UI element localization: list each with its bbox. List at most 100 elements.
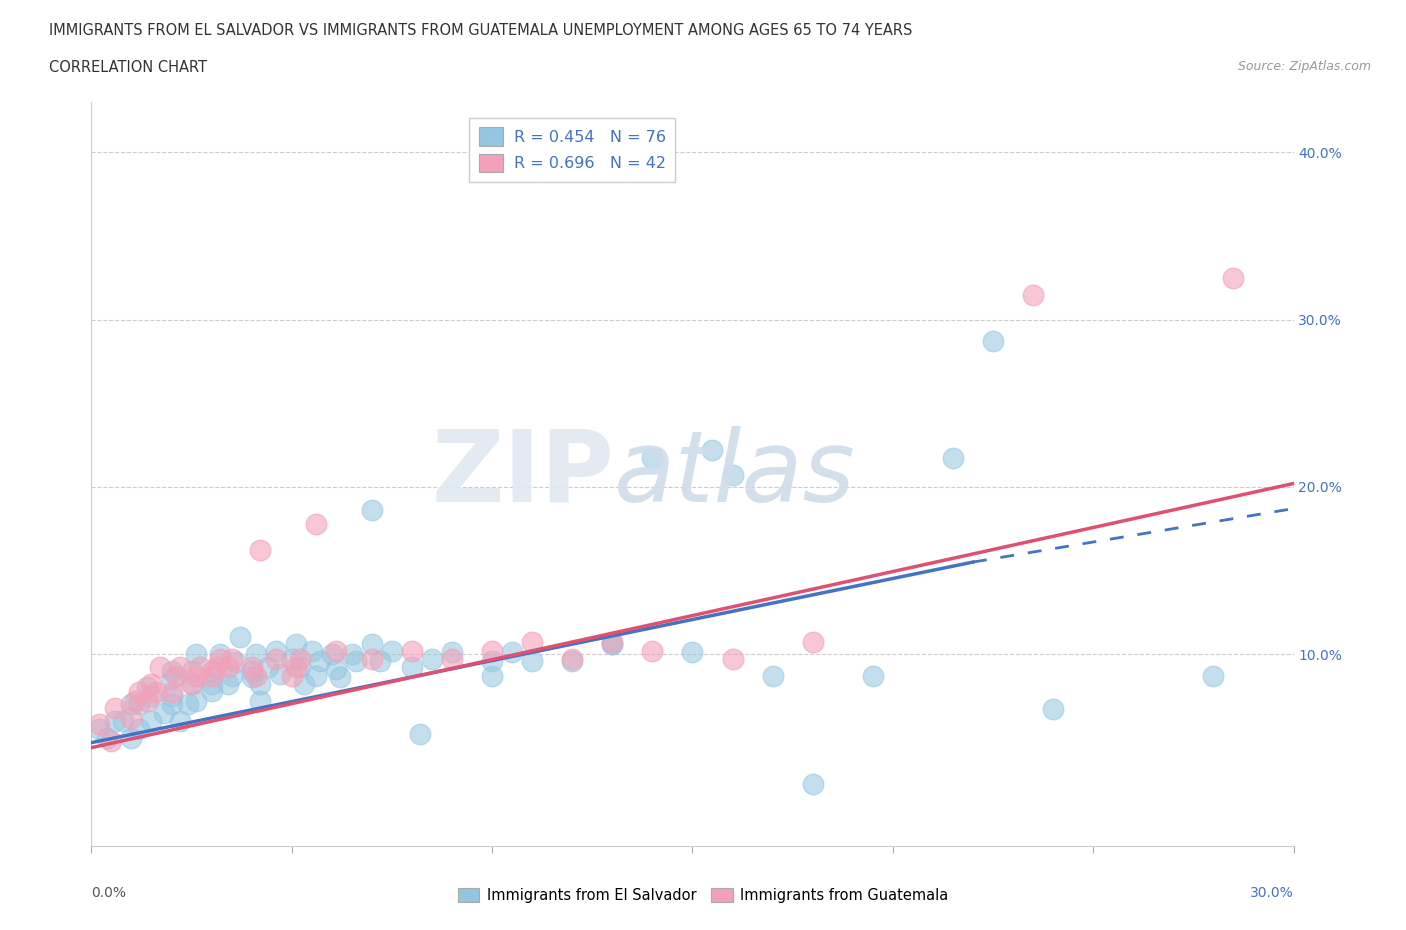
Point	[1222, 271, 1244, 286]
Point	[124, 694, 146, 709]
Point	[201, 677, 224, 692]
Point	[249, 694, 271, 709]
Point	[325, 661, 347, 676]
Point	[152, 705, 174, 720]
Text: IMMIGRANTS FROM EL SALVADOR VS IMMIGRANTS FROM GUATEMALA UNEMPLOYMENT AMONG AGES: IMMIGRANTS FROM EL SALVADOR VS IMMIGRANT…	[49, 23, 912, 38]
Point	[100, 734, 122, 749]
Point	[561, 652, 583, 667]
Point	[184, 646, 207, 661]
Point	[284, 660, 307, 675]
Point	[281, 669, 304, 684]
Point	[281, 652, 304, 667]
Point	[420, 652, 443, 667]
Point	[329, 670, 352, 684]
Point	[141, 713, 163, 728]
Point	[184, 694, 207, 709]
Text: 30.0%: 30.0%	[1250, 886, 1294, 900]
Point	[184, 669, 207, 684]
Point	[128, 697, 150, 711]
Point	[602, 636, 624, 651]
Point	[249, 677, 271, 692]
Point	[225, 655, 247, 670]
Point	[360, 636, 382, 651]
Point	[240, 663, 263, 678]
Point	[160, 685, 183, 700]
Point	[721, 652, 744, 667]
Point	[136, 680, 159, 695]
Point	[188, 660, 211, 675]
Point	[201, 663, 224, 678]
Legend: Immigrants from El Salvador, Immigrants from Guatemala: Immigrants from El Salvador, Immigrants …	[451, 882, 955, 909]
Point	[305, 516, 328, 531]
Point	[522, 635, 544, 650]
Point	[160, 671, 183, 686]
Point	[240, 670, 263, 684]
Point	[104, 700, 127, 715]
Point	[561, 653, 583, 668]
Point	[440, 652, 463, 667]
Point	[128, 722, 150, 737]
Point	[148, 660, 170, 675]
Point	[401, 660, 423, 675]
Point	[409, 727, 432, 742]
Point	[942, 451, 965, 466]
Text: ZIP: ZIP	[432, 426, 614, 523]
Legend: R = 0.454   N = 76, R = 0.696   N = 42: R = 0.454 N = 76, R = 0.696 N = 42	[470, 118, 675, 181]
Point	[245, 669, 267, 684]
Point	[501, 644, 523, 659]
Point	[96, 730, 118, 745]
Point	[217, 677, 239, 692]
Point	[602, 636, 624, 651]
Point	[221, 652, 243, 667]
Point	[208, 646, 231, 661]
Point	[702, 443, 724, 458]
Point	[801, 635, 824, 650]
Point	[121, 711, 143, 725]
Point	[641, 451, 664, 466]
Point	[240, 660, 263, 675]
Text: atlas: atlas	[614, 426, 856, 523]
Point	[264, 652, 287, 667]
Point	[522, 653, 544, 668]
Point	[201, 669, 224, 684]
Point	[245, 646, 267, 661]
Text: 0.0%: 0.0%	[91, 886, 127, 900]
Point	[89, 722, 111, 737]
Point	[981, 334, 1004, 349]
Point	[180, 677, 202, 692]
Point	[217, 660, 239, 675]
Point	[481, 653, 503, 668]
Point	[89, 717, 111, 732]
Point	[136, 694, 159, 709]
Text: CORRELATION CHART: CORRELATION CHART	[49, 60, 207, 75]
Point	[681, 644, 703, 659]
Point	[440, 644, 463, 659]
Point	[288, 660, 311, 675]
Point	[112, 713, 135, 728]
Point	[305, 669, 328, 684]
Point	[1042, 702, 1064, 717]
Point	[368, 653, 391, 668]
Point	[360, 503, 382, 518]
Point	[104, 713, 127, 728]
Point	[292, 677, 315, 692]
Point	[141, 688, 163, 703]
Point	[176, 697, 198, 711]
Point	[208, 652, 231, 667]
Point	[360, 652, 382, 667]
Point	[269, 667, 291, 682]
Point	[481, 644, 503, 658]
Point	[401, 644, 423, 658]
Point	[602, 635, 624, 650]
Point	[201, 684, 224, 698]
Point	[145, 685, 167, 700]
Point	[121, 697, 143, 711]
Point	[381, 644, 404, 658]
Point	[256, 660, 278, 675]
Point	[249, 543, 271, 558]
Point	[762, 669, 785, 684]
Point	[160, 663, 183, 678]
Point	[180, 677, 202, 692]
Point	[1022, 287, 1045, 302]
Point	[321, 646, 343, 661]
